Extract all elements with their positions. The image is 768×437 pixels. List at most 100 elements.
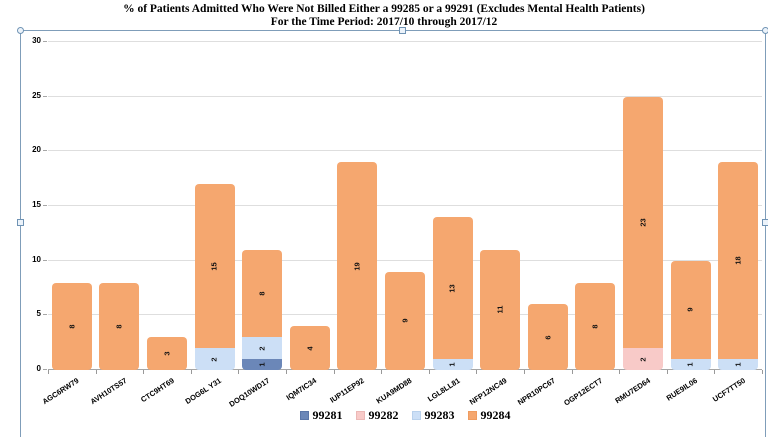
bar-segment-99284[interactable]: 9: [384, 271, 425, 370]
bar-value-label: 1: [257, 362, 267, 367]
bar-segment-99283[interactable]: 2: [194, 348, 235, 370]
y-tick: [43, 95, 47, 97]
stacked-bar-AGC6RW79[interactable]: 8: [51, 282, 92, 370]
bar-segment-99284[interactable]: 18: [718, 162, 759, 360]
category-column: 11: [476, 42, 524, 370]
legend-item-99282[interactable]: 99282: [355, 408, 399, 423]
stacked-bar-CTC9HT69[interactable]: 3: [146, 337, 187, 370]
gridline-25: [48, 95, 762, 97]
bar-value-label: 1: [448, 362, 458, 367]
stacked-bar-DOQ10WD17[interactable]: 8 2 1: [242, 249, 283, 370]
category-column: 3: [143, 42, 191, 370]
y-axis-label: 15: [32, 200, 41, 209]
stacked-bar-LGL8LL81[interactable]: 13 1: [432, 216, 473, 370]
bar-segment-99284[interactable]: 4: [289, 326, 330, 370]
resize-handle-top-center[interactable]: [399, 27, 406, 34]
stacked-bar-AVH10TS57[interactable]: 8: [99, 282, 140, 370]
x-tick: [190, 370, 192, 374]
x-axis-label: IQM7IC34: [284, 376, 319, 403]
bar-segment-99284[interactable]: 23: [622, 96, 663, 349]
resize-handle-mid-right[interactable]: [762, 219, 768, 226]
chart-title: % of Patients Admitted Who Were Not Bill…: [0, 3, 768, 29]
resize-handle-mid-left[interactable]: [17, 219, 24, 226]
category-column: 19: [334, 42, 382, 370]
stacked-bar-KUA9MD88[interactable]: 9: [384, 271, 425, 370]
chart-object-frame[interactable]: 0 5 10 15 20 25 30 8 8 3 15 2 8 2 1 4 19 9 13 1 11 6 8 23 2 9 1 18…: [17, 27, 768, 437]
x-axis-label: LGL8LL81: [425, 376, 462, 404]
y-tick: [43, 150, 47, 152]
y-axis-label: 20: [32, 145, 41, 155]
x-tick: [95, 370, 97, 374]
x-tick: [48, 370, 49, 374]
x-tick: [524, 370, 525, 374]
bar-value-label: 2: [257, 346, 267, 351]
bar-segment-99284[interactable]: 19: [337, 162, 378, 370]
bar-segment-99284[interactable]: 15: [194, 184, 235, 349]
category-column: 9: [381, 42, 429, 370]
gridline-30: [48, 41, 762, 42]
y-axis-label: 0: [36, 364, 41, 373]
bar-value-label: 1: [686, 362, 696, 367]
stacked-bar-UCF7TT50[interactable]: 18 1: [718, 162, 759, 370]
y-tick: [43, 259, 47, 261]
bar-segment-99284[interactable]: 9: [670, 260, 711, 360]
stacked-bar-IQM7IC34[interactable]: 4: [289, 326, 330, 370]
bar-segment-99283[interactable]: 1: [432, 359, 473, 370]
x-tick: [666, 370, 668, 374]
stacked-bar-RMU7ED64[interactable]: 23 2: [622, 96, 663, 370]
x-axis-label: AVH10TS57: [88, 376, 129, 407]
legend: 99281 99282 99283 99284: [48, 408, 762, 423]
category-column: 8 2 1: [238, 42, 286, 370]
bar-segment-99284[interactable]: 8: [51, 282, 92, 370]
stacked-bar-IUP11EP92[interactable]: 19: [337, 162, 378, 370]
x-tick: [381, 370, 383, 374]
bar-segment-99283[interactable]: 2: [242, 337, 283, 360]
y-axis-label: 30: [32, 36, 41, 45]
y-tick: [43, 205, 47, 206]
bar-segment-99282[interactable]: 2: [622, 348, 663, 370]
x-tick: [476, 370, 478, 374]
bar-segment-99283[interactable]: 1: [718, 359, 759, 370]
stacked-bar-NFP12NC49[interactable]: 11: [480, 249, 521, 370]
stacked-bar-NPR10PC67[interactable]: 6: [527, 304, 568, 370]
x-axis-label: UCF7TT50: [710, 376, 747, 404]
bar-segment-99284[interactable]: 13: [432, 216, 473, 360]
legend-item-99283[interactable]: 99283: [411, 408, 455, 423]
legend-label: 99284: [480, 408, 511, 422]
bar-value-label: 4: [305, 346, 315, 351]
x-axis-label: CTC9HT69: [138, 376, 176, 405]
stacked-bar-DOG6L Y31[interactable]: 15 2: [194, 184, 235, 370]
bar-segment-99284[interactable]: 8: [99, 282, 140, 370]
legend-item-99281[interactable]: 99281: [299, 408, 343, 423]
bar-segment-99284[interactable]: 11: [480, 249, 521, 370]
legend-swatch: [467, 411, 477, 420]
category-column: 8: [48, 42, 96, 370]
legend-item-99284[interactable]: 99284: [467, 408, 511, 423]
bar-segment-99284[interactable]: 8: [242, 249, 283, 338]
bar-value-label: 2: [210, 356, 220, 362]
stacked-bar-OGP12ECT7[interactable]: 8: [575, 282, 616, 370]
x-tick: [571, 370, 573, 374]
category-column: 8: [96, 42, 144, 370]
bar-segment-99284[interactable]: 8: [575, 282, 616, 370]
x-axis-label: KUA9MD88: [374, 376, 414, 406]
category-column: 8: [572, 42, 620, 370]
legend-label: 99281: [312, 408, 343, 422]
bar-value-label: 19: [352, 261, 362, 271]
bar-value-label: 8: [67, 324, 77, 329]
bar-segment-99284[interactable]: 3: [146, 337, 187, 370]
x-tick: [238, 370, 240, 374]
chart-title-line1: % of Patients Admitted Who Were Not Bill…: [123, 3, 645, 15]
bar-segment-99283[interactable]: 1: [670, 359, 711, 370]
category-column: 6: [524, 42, 572, 370]
resize-handle-top-left[interactable]: [17, 27, 24, 34]
bar-segment-99284[interactable]: 6: [527, 304, 568, 370]
category-column: 18 1: [714, 42, 762, 370]
resize-handle-top-right[interactable]: [762, 27, 768, 34]
bar-value-label: 15: [210, 261, 220, 271]
bar-segment-99281[interactable]: 1: [242, 359, 283, 370]
bar-value-label: 13: [448, 283, 458, 293]
x-tick: [428, 370, 430, 374]
x-axis-label: DOQ10WD17: [227, 376, 271, 409]
